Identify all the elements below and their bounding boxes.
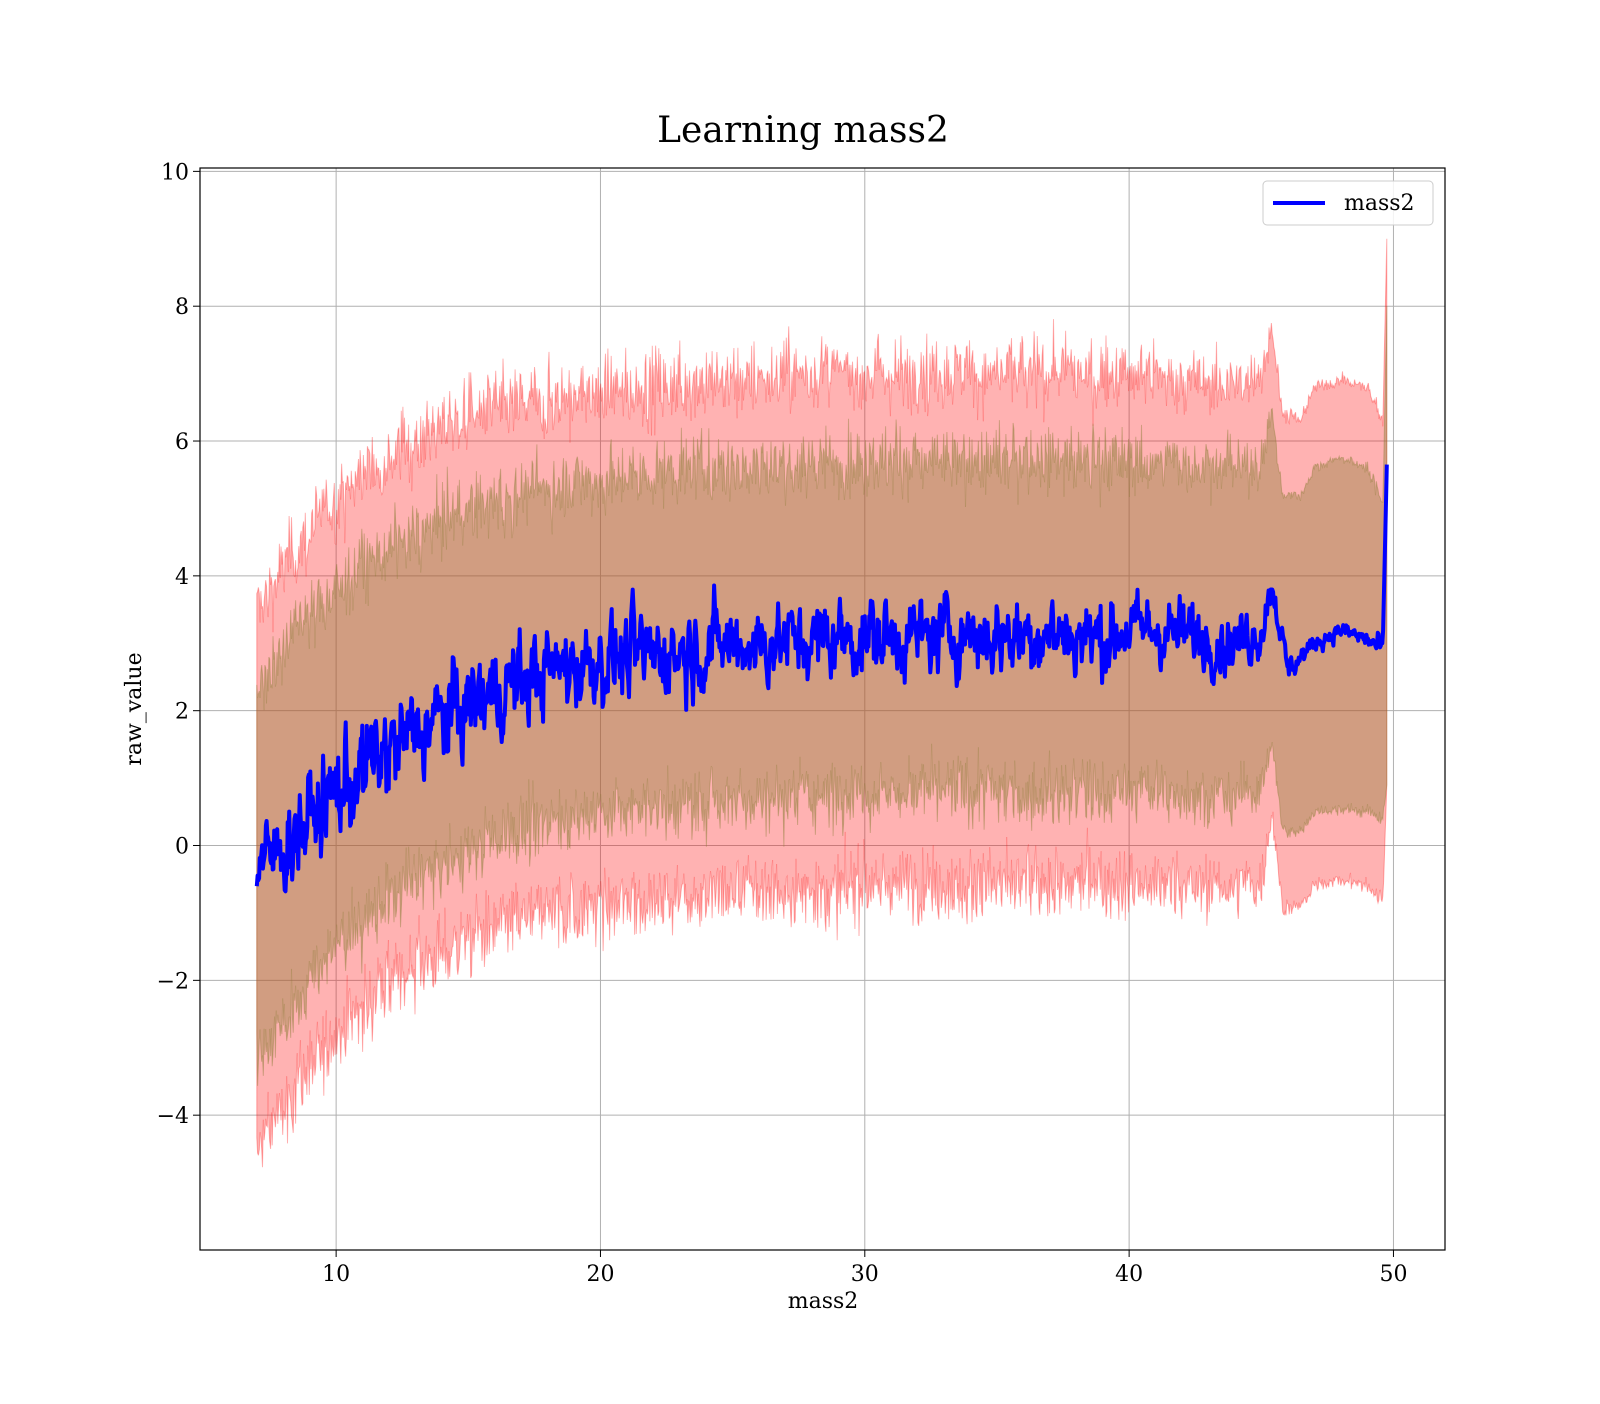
x-tick-label: 10: [322, 1262, 350, 1287]
tick-layer: 10 20 30 40 50 −4 −2 0 2 4 6 8 10: [157, 160, 1408, 1287]
y-tick-label: 2: [175, 700, 189, 725]
band-outer: [256, 238, 1388, 1168]
band-layer: [256, 238, 1388, 1168]
y-axis-label: raw_value: [122, 652, 147, 765]
y-tick-label: 8: [175, 295, 189, 320]
x-tick-label: 50: [1379, 1262, 1407, 1287]
x-axis-label: mass2: [788, 1289, 859, 1314]
x-tick-label: 30: [851, 1262, 879, 1287]
legend-label-mass2: mass2: [1344, 191, 1415, 216]
legend: mass2: [1262, 180, 1434, 226]
y-tick-label: −2: [157, 969, 189, 994]
series-line-mass2: [254, 464, 1389, 894]
y-tick-label: 4: [175, 565, 189, 590]
legend-box: [1262, 180, 1434, 226]
y-tick-label: 6: [175, 430, 189, 455]
y-tick-label: 10: [161, 160, 189, 185]
x-tick-label: 20: [586, 1262, 614, 1287]
x-tick-label: 40: [1115, 1262, 1143, 1287]
y-tick-label: 0: [175, 835, 189, 860]
plot-frame: [199, 167, 1446, 1251]
chart-title: Learning mass2: [657, 110, 949, 151]
grid-layer: [200, 168, 1445, 1250]
line-layer: [254, 464, 1389, 894]
y-tick-label: −4: [157, 1104, 189, 1129]
band-inner: [256, 306, 1388, 1086]
